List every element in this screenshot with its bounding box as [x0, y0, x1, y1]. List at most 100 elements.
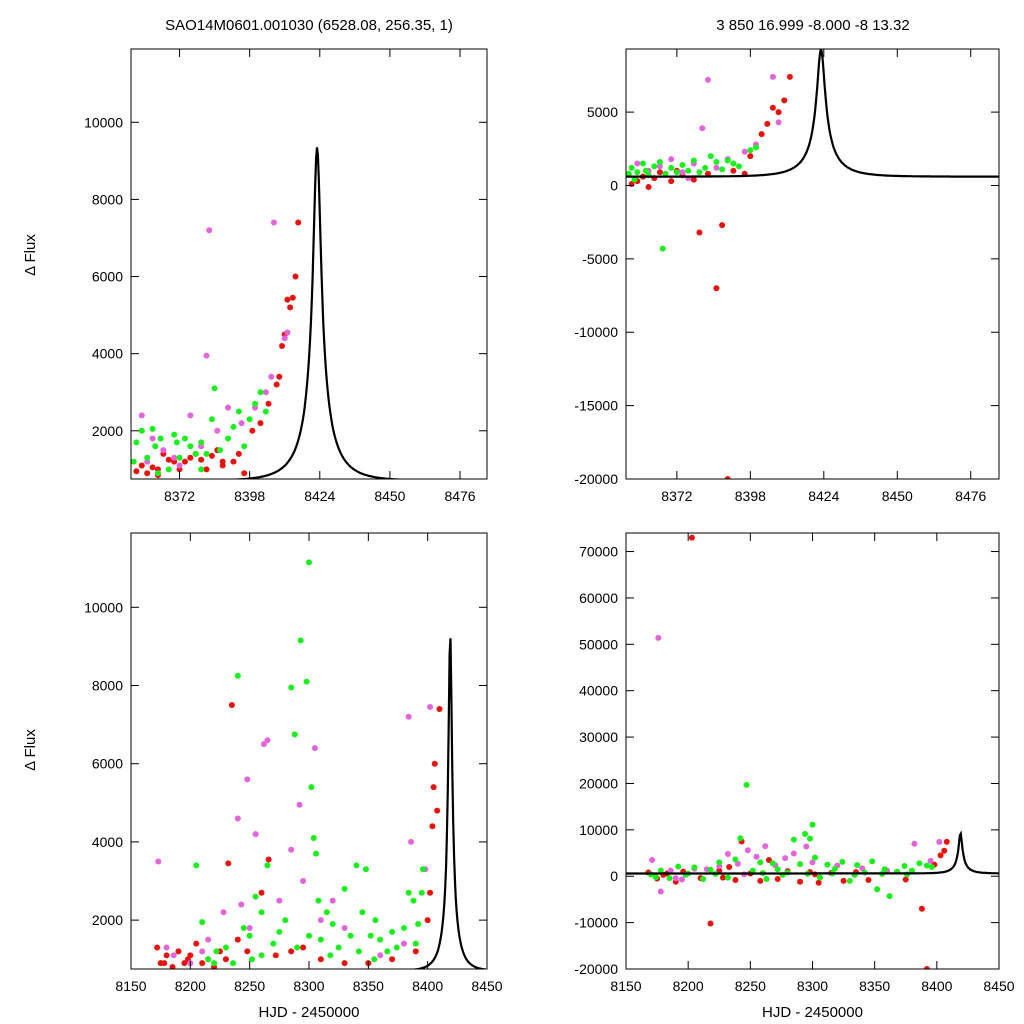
data-point-red	[199, 960, 206, 967]
x-tick-label: 8424	[808, 488, 839, 504]
x-tick-label: 8476	[955, 488, 986, 504]
data-point-green	[355, 948, 362, 955]
data-points	[154, 559, 443, 969]
data-point-magenta	[672, 875, 679, 882]
data-point-magenta	[803, 843, 810, 850]
data-point-green	[886, 893, 893, 900]
data-point-magenta	[678, 876, 685, 883]
data-point-green	[297, 637, 304, 644]
data-point-red	[284, 296, 291, 303]
data-point-magenta	[775, 119, 782, 126]
data-point-green	[367, 932, 374, 939]
data-point-red	[222, 956, 229, 963]
x-tick-label: 8476	[444, 488, 475, 504]
data-point-magenta	[679, 169, 686, 176]
data-point-green	[213, 948, 220, 955]
data-point-green	[208, 416, 215, 423]
data-point-red	[295, 219, 302, 226]
x-tick-label: 8450	[471, 978, 502, 994]
data-point-green	[372, 917, 379, 924]
data-point-magenta	[155, 858, 162, 865]
data-point-green	[696, 169, 703, 176]
data-point-magenta	[649, 857, 656, 863]
data-point-red	[431, 760, 438, 767]
data-point-green	[138, 427, 145, 434]
data-point-magenta	[220, 909, 227, 916]
data-point-magenta	[699, 125, 706, 132]
data-point-green	[181, 435, 188, 442]
data-point-red	[429, 823, 436, 830]
data-point-red	[688, 534, 695, 541]
data-point-red	[757, 877, 764, 884]
data-point-red	[265, 400, 272, 407]
data-point-magenta	[782, 855, 789, 862]
data-point-red	[726, 863, 733, 870]
data-point-green	[246, 416, 253, 423]
data-point-red	[923, 966, 930, 969]
data-point-magenta	[668, 156, 675, 163]
model-curve	[626, 49, 999, 178]
data-point-magenta	[187, 412, 194, 419]
data-point-red	[704, 170, 711, 177]
data-point-magenta	[176, 462, 183, 469]
y-tick-label: 4000	[92, 346, 123, 362]
y-tick-label: 50000	[579, 636, 618, 652]
data-point-green	[262, 408, 269, 415]
y-tick-label: -10000	[574, 915, 618, 931]
data-point-green	[757, 859, 764, 866]
data-point-red	[786, 73, 793, 80]
data-point-green	[198, 466, 205, 473]
x-tick-label: 8150	[610, 978, 641, 994]
data-point-green	[205, 956, 212, 963]
data-point-green	[171, 431, 178, 438]
data-point-magenta	[225, 404, 232, 411]
data-point-green	[749, 867, 756, 874]
data-point-magenta	[171, 454, 178, 461]
data-point-green	[230, 423, 237, 430]
data-point-green	[315, 897, 322, 904]
data-point-green	[736, 163, 743, 170]
data-point-green	[719, 166, 726, 173]
data-point-green	[908, 867, 915, 874]
data-point-green	[415, 921, 422, 928]
data-point-red	[181, 960, 188, 967]
panel-bottom-right: 8150 8200 8250 8300 8350 8400 8450 -20000 -10000…	[574, 532, 1015, 1021]
data-point-green	[824, 861, 831, 868]
data-point-green	[807, 835, 814, 842]
data-point-green	[724, 874, 731, 881]
data-point-green	[252, 893, 259, 900]
panel-top-left: 8372 8398 8424 8450 8476 2000 4000 6000 8000 1000…	[22, 48, 488, 504]
data-point-red	[781, 97, 788, 104]
data-point-magenta	[244, 776, 251, 783]
x-tick-label: 8450	[374, 488, 405, 504]
model-curve	[626, 830, 999, 875]
data-point-magenta	[149, 435, 156, 442]
data-point-green	[258, 952, 265, 959]
data-point-magenta	[741, 148, 748, 155]
data-point-red	[941, 847, 948, 854]
x-tick-label: 8250	[234, 978, 265, 994]
data-point-green	[881, 866, 888, 873]
data-point-green	[763, 876, 770, 883]
data-point-magenta	[769, 73, 776, 80]
data-point-red	[272, 952, 279, 959]
x-tick-label: 8372	[164, 488, 195, 504]
y-tick-label: 40000	[579, 683, 618, 699]
y-tick-label: 0	[610, 177, 618, 193]
data-point-magenta	[744, 847, 751, 854]
data-point-red	[434, 807, 441, 814]
data-point-green	[192, 450, 199, 457]
data-point-magenta	[234, 815, 241, 822]
data-point-green	[211, 385, 218, 392]
plot-frame	[130, 532, 488, 970]
y-tick-label: 2000	[92, 912, 123, 928]
data-point-green	[241, 443, 248, 450]
y-tick-label: 70000	[579, 544, 618, 560]
data-point-green	[252, 400, 259, 407]
data-point-green	[393, 944, 400, 951]
y-tick-label: 6000	[92, 269, 123, 285]
data-point-green	[652, 874, 659, 881]
data-point-green	[874, 886, 881, 893]
data-point-red	[169, 964, 176, 969]
data-point-green	[371, 956, 378, 963]
